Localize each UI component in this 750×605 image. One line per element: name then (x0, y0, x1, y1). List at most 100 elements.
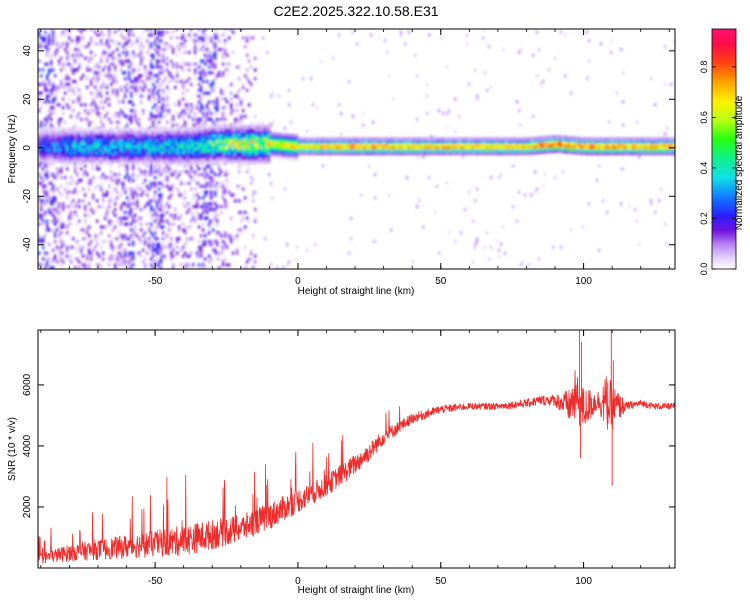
noise-cell (156, 248, 159, 252)
noise-cell (120, 193, 123, 197)
noise-cell (156, 170, 159, 174)
noise-cell (142, 88, 145, 92)
noise-cell (230, 97, 233, 101)
ridge-cell (218, 160, 221, 164)
ridge-cell (184, 156, 187, 160)
noise-cell (212, 167, 215, 171)
ridge-cell (423, 140, 427, 144)
noise-cell (84, 266, 87, 269)
noise-cell (60, 175, 63, 180)
ridge-cell (301, 140, 305, 144)
ridge-cell (100, 136, 103, 140)
ridge-cell (140, 153, 143, 158)
ridge-cell (260, 142, 263, 146)
noise-cell (54, 85, 57, 89)
noise-cell (100, 42, 103, 46)
ridge-cell (483, 146, 487, 150)
ridge-cell (152, 130, 155, 134)
ridge-cell (285, 156, 289, 160)
ridge-cell (491, 149, 495, 153)
ridge-cell (146, 148, 149, 152)
noise-cell (154, 47, 157, 52)
ridge-cell (194, 150, 197, 154)
noise-cell (222, 33, 225, 37)
noise-cell (98, 184, 101, 188)
ridge-cell (76, 139, 79, 143)
noise-cell (186, 237, 189, 241)
noise-cell (170, 237, 173, 241)
ridge-cell (435, 143, 439, 147)
noise-cell (192, 213, 195, 217)
ridge-cell (256, 122, 259, 126)
noise-cell (88, 123, 91, 127)
ridge-cell (66, 153, 69, 158)
noise-cell (56, 167, 59, 171)
ridge-cell (134, 153, 137, 158)
noise-cell (204, 62, 207, 66)
ridge-cell (250, 136, 253, 141)
noise-cell (84, 213, 87, 217)
ridge-cell (70, 156, 73, 161)
ridge-cell (116, 127, 119, 131)
noise-cell (208, 117, 211, 121)
ridge-cell (503, 137, 507, 141)
noise-cell (92, 167, 95, 171)
noise-cell (56, 187, 59, 191)
noise-cell (196, 210, 199, 215)
noise-cell (108, 30, 111, 34)
ridge-cell (184, 139, 187, 143)
ridge-cell (499, 151, 503, 156)
ridge-cell (319, 151, 323, 156)
ridge-cell (329, 143, 333, 147)
noise-cell (202, 123, 205, 127)
ridge-cell (367, 140, 371, 144)
noise-cell (224, 42, 227, 46)
noise-cell (222, 114, 225, 119)
ridge-cell (232, 154, 235, 158)
ridge-cell (230, 160, 233, 164)
noise-cell (52, 97, 55, 101)
ridge-cell (263, 160, 267, 164)
noise-cell (230, 82, 233, 87)
ridge-cell (218, 157, 221, 161)
noise-cell (511, 205, 515, 209)
ridge-cell (345, 151, 349, 156)
ridge-cell (242, 145, 245, 149)
ridge-cell (58, 153, 61, 158)
noise-cell (619, 202, 623, 206)
ridge-cell (120, 133, 123, 137)
ridge-cell (194, 135, 197, 139)
noise-cell (198, 239, 201, 244)
ridge-cell (265, 145, 269, 149)
noise-cell (138, 68, 141, 72)
ridge-cell (66, 133, 69, 137)
ridge-cell (311, 151, 315, 156)
noise-cell (212, 245, 215, 249)
ridge-cell (228, 134, 231, 138)
ridge-cell (337, 140, 341, 144)
noise-cell (130, 222, 133, 226)
noise-cell (166, 184, 169, 188)
noise-cell (214, 42, 217, 46)
noise-cell (226, 170, 229, 174)
noise-cell (56, 50, 59, 55)
ridge-cell (124, 156, 127, 161)
ridge-cell (236, 145, 239, 149)
noise-cell (42, 178, 45, 183)
noise-cell (194, 216, 197, 220)
ridge-cell (208, 157, 211, 161)
ridge-cell (459, 140, 463, 144)
ridge-cell (283, 142, 287, 146)
noise-cell (172, 50, 175, 55)
ridge-cell (250, 122, 253, 126)
ridge-cell (491, 137, 495, 141)
noise-cell (116, 219, 119, 223)
ridge-cell (437, 146, 441, 150)
noise-cell (224, 234, 227, 238)
ridge-cell (106, 156, 109, 161)
noise-cell (232, 109, 235, 113)
noise-cell (248, 103, 251, 107)
ridge-cell (501, 143, 505, 147)
ridge-cell (114, 153, 117, 158)
ridge-cell (277, 150, 281, 154)
